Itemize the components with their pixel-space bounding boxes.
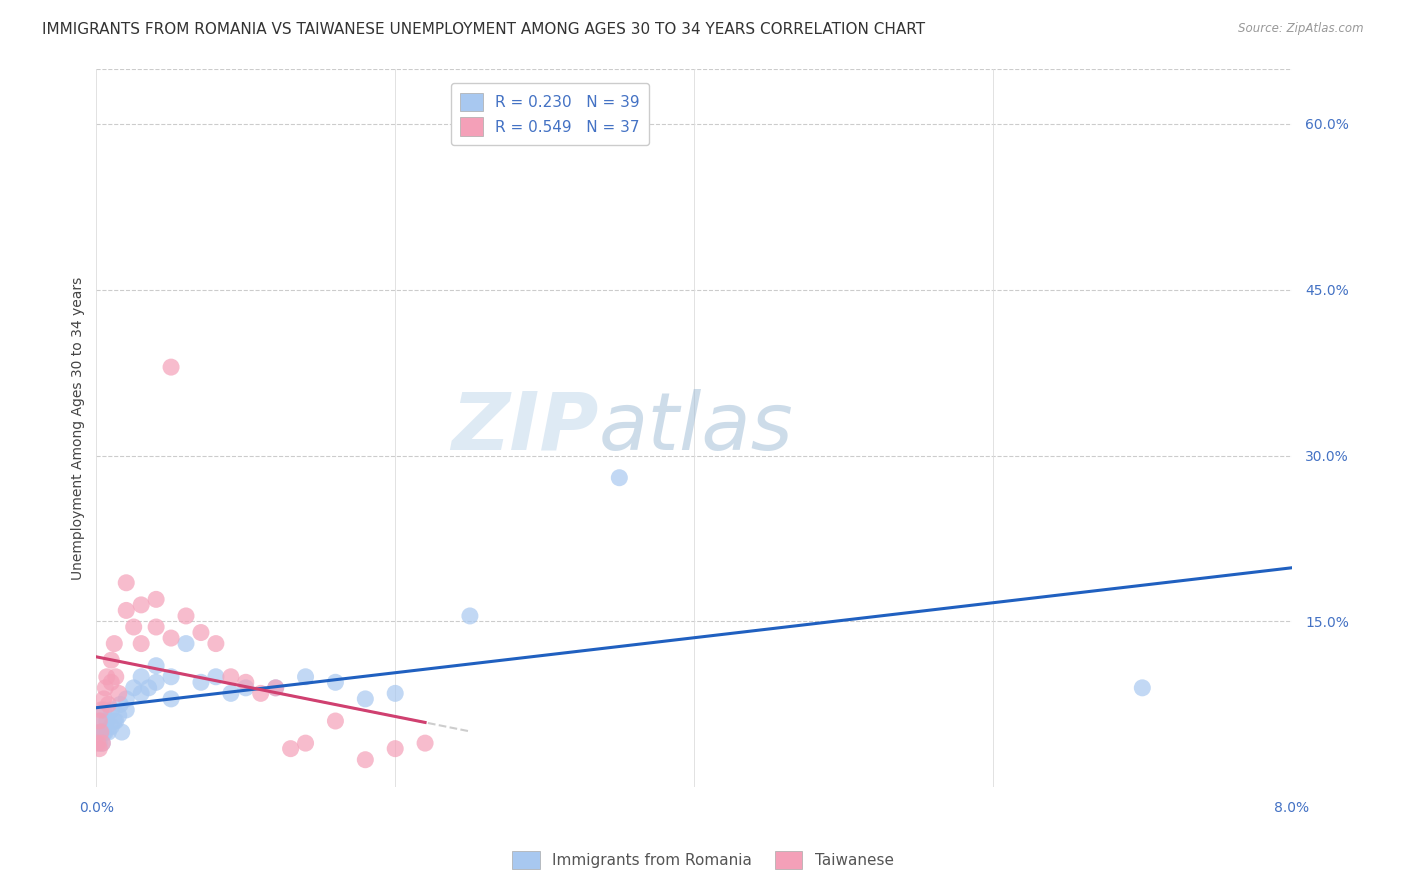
Point	[145, 658, 167, 673]
Text: Source: ZipAtlas.com: Source: ZipAtlas.com	[1239, 22, 1364, 36]
Point	[384, 686, 406, 700]
Point	[89, 714, 111, 728]
Point	[104, 714, 127, 728]
Point	[96, 670, 118, 684]
Point	[94, 681, 117, 695]
Point	[160, 692, 183, 706]
Point	[89, 736, 111, 750]
Point	[100, 720, 122, 734]
Point	[129, 670, 152, 684]
Point	[235, 681, 257, 695]
Point	[111, 725, 134, 739]
Point	[93, 703, 115, 717]
Point	[413, 736, 436, 750]
Point	[280, 741, 302, 756]
Point	[103, 714, 125, 728]
Point	[219, 686, 242, 700]
Point	[205, 637, 228, 651]
Point	[145, 675, 167, 690]
Point	[129, 637, 152, 651]
Point	[235, 675, 257, 690]
Point	[145, 620, 167, 634]
Point	[87, 736, 110, 750]
Point	[249, 686, 271, 700]
Point	[160, 670, 183, 684]
Point	[104, 670, 127, 684]
Point	[115, 703, 138, 717]
Point	[160, 360, 183, 375]
Legend: Immigrants from Romania, Taiwanese: Immigrants from Romania, Taiwanese	[506, 845, 900, 875]
Point	[1130, 681, 1153, 695]
Point	[607, 471, 630, 485]
Point	[96, 714, 118, 728]
Point	[100, 675, 122, 690]
Point	[97, 725, 120, 739]
Point	[100, 653, 122, 667]
Point	[219, 670, 242, 684]
Text: ZIP: ZIP	[451, 389, 599, 467]
Point	[190, 625, 212, 640]
Point	[93, 692, 115, 706]
Point	[93, 725, 115, 739]
Point	[115, 692, 138, 706]
Point	[384, 741, 406, 756]
Point	[91, 736, 114, 750]
Point	[122, 681, 145, 695]
Point	[115, 575, 138, 590]
Point	[264, 681, 287, 695]
Point	[138, 681, 160, 695]
Point	[190, 675, 212, 690]
Text: IMMIGRANTS FROM ROMANIA VS TAIWANESE UNEMPLOYMENT AMONG AGES 30 TO 34 YEARS CORR: IMMIGRANTS FROM ROMANIA VS TAIWANESE UNE…	[42, 22, 925, 37]
Point	[97, 698, 120, 712]
Point	[90, 703, 112, 717]
Point	[354, 692, 377, 706]
Point	[325, 714, 347, 728]
Point	[174, 637, 197, 651]
Point	[325, 675, 347, 690]
Point	[107, 708, 129, 723]
Point	[145, 592, 167, 607]
Point	[205, 670, 228, 684]
Point	[129, 598, 152, 612]
Legend: R = 0.230   N = 39, R = 0.549   N = 37: R = 0.230 N = 39, R = 0.549 N = 37	[451, 83, 648, 145]
Point	[89, 741, 111, 756]
Point	[129, 686, 152, 700]
Point	[90, 714, 112, 728]
Point	[90, 725, 112, 739]
Point	[115, 603, 138, 617]
Point	[354, 753, 377, 767]
Point	[294, 736, 316, 750]
Point	[91, 736, 114, 750]
Text: atlas: atlas	[599, 389, 793, 467]
Point	[122, 620, 145, 634]
Point	[100, 703, 122, 717]
Point	[174, 609, 197, 624]
Point	[107, 686, 129, 700]
Point	[110, 698, 132, 712]
Point	[90, 725, 112, 739]
Point	[458, 609, 481, 624]
Point	[94, 725, 117, 739]
Point	[264, 681, 287, 695]
Y-axis label: Unemployment Among Ages 30 to 34 years: Unemployment Among Ages 30 to 34 years	[72, 277, 86, 580]
Point	[160, 631, 183, 645]
Point	[294, 670, 316, 684]
Point	[103, 637, 125, 651]
